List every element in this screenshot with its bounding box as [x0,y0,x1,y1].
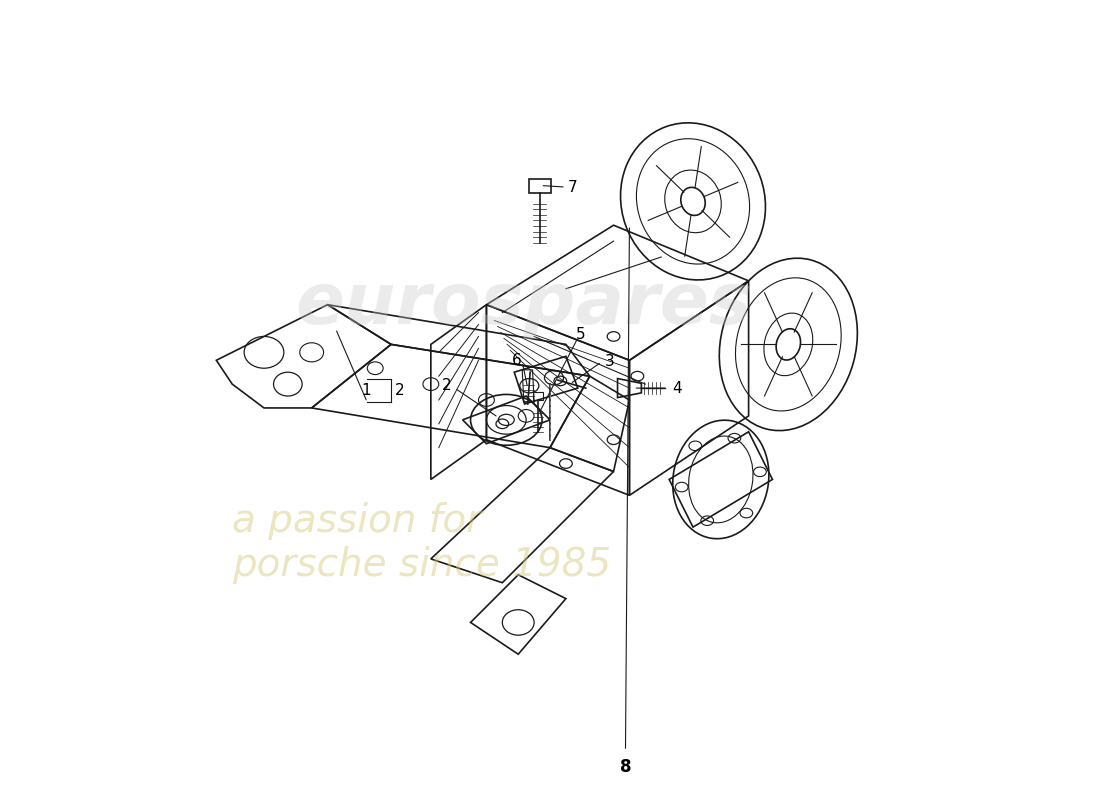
Text: 6: 6 [512,353,521,368]
Text: a passion for
porsche since 1985: a passion for porsche since 1985 [232,502,612,584]
Text: 8: 8 [619,758,631,776]
Text: 7: 7 [568,179,578,194]
Text: 2: 2 [395,383,405,398]
Text: 1: 1 [362,383,372,398]
Text: eurospares: eurospares [296,270,752,339]
Text: 5: 5 [575,327,585,342]
Ellipse shape [777,329,801,360]
Text: 2: 2 [442,378,451,393]
Text: 4: 4 [672,381,682,395]
Text: 3: 3 [605,354,615,370]
Ellipse shape [681,187,705,215]
